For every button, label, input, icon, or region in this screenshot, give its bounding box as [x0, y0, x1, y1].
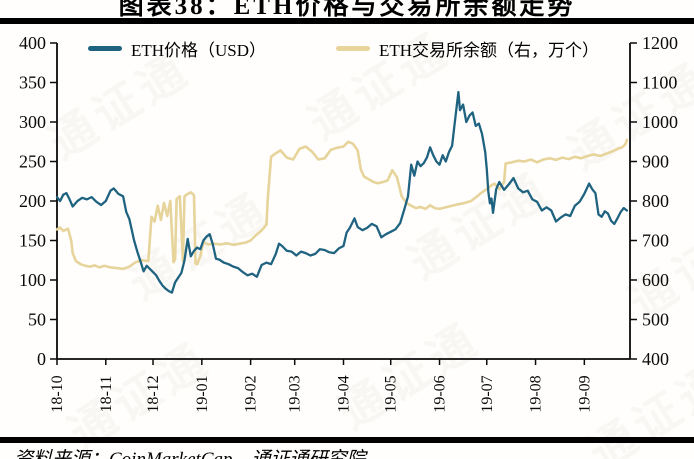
left-axis-tick-label: 150 — [19, 231, 46, 251]
right-axis-tick-label: 900 — [642, 152, 669, 172]
x-axis-tick-label: 19-08 — [528, 375, 545, 412]
source-note: 资料来源：CoinMarketCap，通证通研究院 — [14, 444, 366, 459]
right-axis-tick-label: 1200 — [642, 33, 678, 53]
x-axis-tick-label: 19-02 — [243, 375, 260, 412]
x-axis-tick-label: 19-09 — [576, 375, 593, 412]
bottom-divider — [0, 437, 694, 443]
right-axis-tick-label: 800 — [642, 191, 669, 211]
chart-title: 图表38：ETH价格与交易所余额走势 — [118, 0, 576, 20]
price-line-swatch-icon — [87, 46, 122, 51]
series-line-exchange-balance — [55, 138, 629, 271]
x-axis-tick-label: 19-03 — [287, 375, 304, 412]
chart-legend: ETH价格（USD） ETH交易所余额（右，万个） — [57, 36, 630, 61]
x-axis-tick-label: 19-06 — [432, 375, 449, 412]
top-divider — [0, 18, 694, 24]
x-axis-tick-label: 18-10 — [49, 375, 66, 412]
left-axis-tick-label: 200 — [19, 191, 46, 211]
right-axis-tick-label: 400 — [642, 349, 669, 369]
legend-item-exchange-balance: ETH交易所余额（右，万个） — [336, 36, 599, 61]
balance-line-swatch-icon — [336, 46, 370, 51]
left-axis-tick-label: 50 — [28, 310, 46, 330]
right-axis-tick-label: 1000 — [642, 112, 678, 132]
x-axis-tick-label: 18-12 — [145, 375, 162, 412]
left-axis-tick-label: 0 — [37, 349, 46, 369]
x-axis-tick-label: 19-04 — [336, 375, 353, 412]
left-axis-tick-label: 300 — [19, 112, 46, 132]
left-axis-tick-label: 400 — [19, 33, 46, 53]
x-axis-tick-label: 19-01 — [194, 375, 211, 412]
left-axis-tick-label: 350 — [19, 73, 46, 93]
right-axis-tick-label: 700 — [642, 231, 669, 251]
series-line-eth-price — [55, 90, 629, 294]
left-axis-tick-label: 100 — [19, 270, 46, 290]
left-axis-tick-label: 250 — [19, 152, 46, 172]
legend-item-eth-price: ETH价格（USD） — [87, 36, 266, 61]
x-axis-tick-label: 19-07 — [479, 375, 496, 412]
x-axis-tick-label: 19-05 — [383, 375, 400, 412]
legend-label-eth-price: ETH价格（USD） — [130, 41, 266, 60]
right-axis-tick-label: 600 — [642, 270, 669, 290]
right-axis-tick-label: 500 — [642, 310, 669, 330]
legend-label-exchange-balance: ETH交易所余额（右，万个） — [379, 41, 600, 60]
right-axis-tick-label: 1100 — [642, 73, 677, 93]
x-axis-tick-label: 18-11 — [98, 376, 115, 413]
